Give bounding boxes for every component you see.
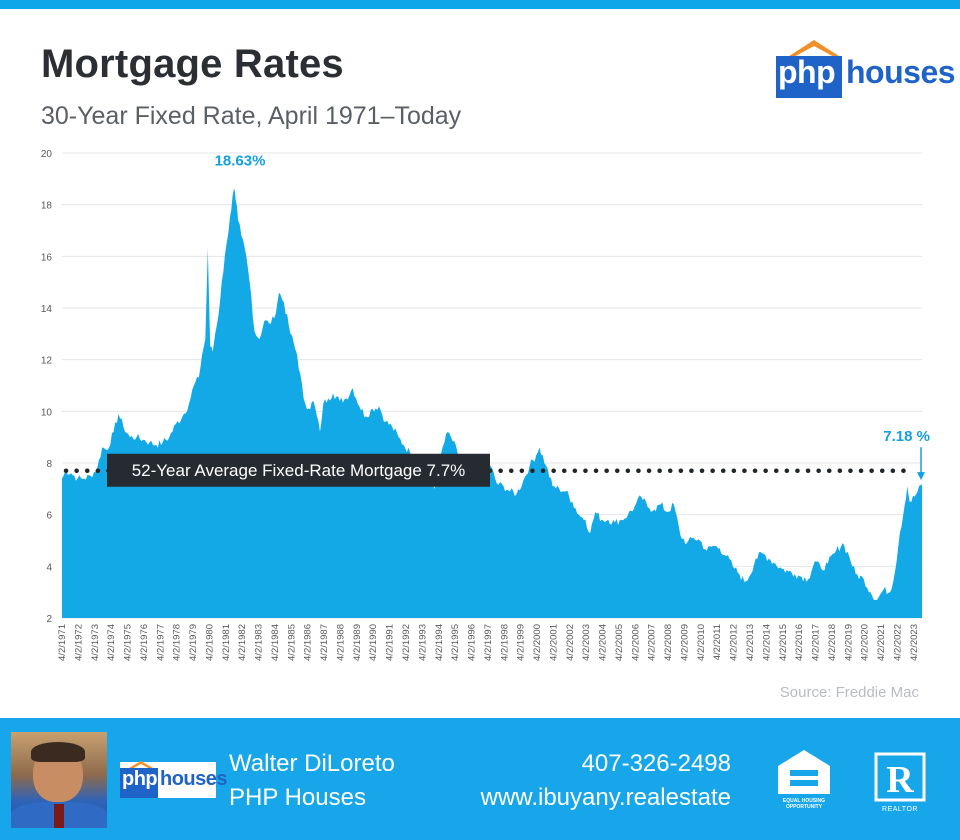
x-tick-label: 4/2/1993 xyxy=(417,624,428,661)
x-tick-label: 4/2/1974 xyxy=(106,624,117,661)
x-tick-label: 4/2/2019 xyxy=(843,624,854,661)
brand-php-box xyxy=(776,56,842,98)
footer-php-text: php xyxy=(122,768,158,790)
photo-tie xyxy=(54,804,64,828)
x-tick-label: 4/2/1995 xyxy=(450,624,461,661)
equal-housing-icon xyxy=(778,750,830,794)
y-tick-label: 2 xyxy=(46,614,52,625)
footer-bar: php houses Walter DiLoreto PHP Houses 40… xyxy=(0,718,960,840)
x-tick-label: 4/2/1999 xyxy=(516,624,527,661)
roof-icon xyxy=(786,40,842,58)
x-tick-label: 4/2/2006 xyxy=(630,624,641,661)
x-tick-label: 4/2/2004 xyxy=(598,624,609,661)
x-tick-label: 4/2/1998 xyxy=(499,624,510,661)
rate-area-series xyxy=(62,188,922,618)
x-tick-label: 4/2/2021 xyxy=(876,624,887,661)
footer-houses-text: houses xyxy=(160,768,228,790)
x-tick-label: 4/2/2014 xyxy=(761,624,772,661)
x-tick-label: 4/2/1984 xyxy=(270,624,281,661)
x-tick-label: 4/2/2009 xyxy=(679,624,690,661)
x-tick-label: 4/2/1991 xyxy=(385,624,396,661)
agent-name: Walter DiLoreto xyxy=(229,750,395,777)
x-tick-label: 4/2/2023 xyxy=(909,624,920,661)
x-tick-label: 4/2/1977 xyxy=(155,624,166,661)
x-tick-label: 4/2/1978 xyxy=(172,624,183,661)
y-tick-label: 14 xyxy=(41,304,53,315)
y-tick-label: 4 xyxy=(46,562,52,573)
y-tick-label: 18 xyxy=(41,201,53,212)
footer-php-box xyxy=(120,768,158,798)
y-tick-label: 8 xyxy=(46,459,52,470)
x-tick-label: 4/2/1996 xyxy=(467,624,478,661)
peak-annotation: 18.63% xyxy=(215,152,266,169)
x-tick-label: 4/2/1992 xyxy=(401,624,412,661)
mortgage-rate-chart: 2 4 6 8 10 12 14 16 18 20 4/2/1971 4/2/1972 4/2/1973… xyxy=(0,140,960,700)
photo-hair xyxy=(31,742,85,762)
x-tick-label: 4/2/2000 xyxy=(532,624,543,661)
agent-website-link[interactable]: www.ibuyany.realestate xyxy=(480,784,731,811)
page-subtitle: 30-Year Fixed Rate, April 1971–Today xyxy=(41,102,462,130)
current-arrow-head xyxy=(917,472,925,481)
x-tick-label: 4/2/2002 xyxy=(565,624,576,661)
svg-text:R: R xyxy=(886,759,914,801)
x-tick-label: 4/2/1975 xyxy=(123,624,134,661)
x-tick-label: 4/2/2017 xyxy=(811,624,822,661)
realtor-logo: R REALTOR xyxy=(874,752,926,814)
x-tick-label: 4/2/2011 xyxy=(712,624,723,660)
x-tick-label: 4/2/1994 xyxy=(434,624,445,661)
y-tick-label: 20 xyxy=(41,149,53,160)
realtor-caption: REALTOR xyxy=(882,806,918,813)
page-title: Mortgage Rates xyxy=(41,42,344,86)
agent-phone[interactable]: 407-326-2498 xyxy=(581,750,731,777)
footer-brand-logo: php houses xyxy=(120,761,228,798)
average-label: 52-Year Average Fixed-Rate Mortgage 7.7% xyxy=(132,461,466,480)
average-label-box xyxy=(107,453,490,487)
x-tick-label: 4/2/2012 xyxy=(729,624,740,661)
current-annotation: 7.18 % xyxy=(883,428,930,445)
source-note: Source: Freddie Mac xyxy=(779,684,919,701)
x-tick-label: 4/2/2020 xyxy=(860,624,871,661)
x-tick-label: 4/2/1973 xyxy=(90,624,101,661)
x-tick-label: 4/2/2016 xyxy=(794,624,805,661)
x-tick-label: 4/2/1985 xyxy=(286,624,297,661)
x-tick-label: 4/2/1979 xyxy=(188,624,199,661)
x-tick-label: 4/2/1981 xyxy=(221,624,232,661)
x-tick-label: 4/2/1997 xyxy=(483,624,494,661)
brand-php-text: php xyxy=(778,54,836,90)
x-tick-label: 4/2/1972 xyxy=(73,624,84,661)
y-tick-label: 10 xyxy=(41,407,53,418)
agent-photo xyxy=(11,732,107,828)
x-tick-label: 4/2/1990 xyxy=(368,624,379,661)
equal-housing-caption: EQUAL HOUSING OPPORTUNITY xyxy=(782,798,826,810)
y-tick-label: 16 xyxy=(41,252,53,263)
x-tick-label: 4/2/1986 xyxy=(303,624,314,661)
y-tick-label: 12 xyxy=(41,356,53,367)
x-tick-label: 4/2/2015 xyxy=(778,624,789,661)
agent-company: PHP Houses xyxy=(229,784,366,811)
x-tick-label: 4/2/1976 xyxy=(139,624,150,661)
x-tick-label: 4/2/2010 xyxy=(696,624,707,661)
x-tick-label: 4/2/2001 xyxy=(548,624,559,661)
x-tick-label: 4/2/2003 xyxy=(581,624,592,661)
x-tick-label: 4/2/2008 xyxy=(663,624,674,661)
x-tick-label: 4/2/2005 xyxy=(614,624,625,661)
x-tick-label: 4/2/2007 xyxy=(647,624,658,661)
x-tick-label: 4/2/2018 xyxy=(827,624,838,661)
x-tick-label: 4/2/1989 xyxy=(352,624,363,661)
x-tick-label: 4/2/1983 xyxy=(254,624,265,661)
x-tick-label: 4/2/1971 xyxy=(57,624,68,661)
x-tick-label: 4/2/1982 xyxy=(237,624,248,661)
top-accent-bar xyxy=(0,0,960,9)
equal-housing-logo: EQUAL HOUSING OPPORTUNITY xyxy=(774,748,834,814)
x-tick-label: 4/2/2013 xyxy=(745,624,756,661)
x-tick-label: 4/2/2022 xyxy=(892,624,903,661)
x-tick-label: 4/2/1988 xyxy=(335,624,346,661)
x-tick-label: 4/2/1980 xyxy=(204,624,215,661)
brand-houses-text: houses xyxy=(846,54,956,90)
brand-logo: php houses xyxy=(776,38,956,100)
realtor-icon: R xyxy=(874,752,926,802)
chart-svg: 2 4 6 8 10 12 14 16 18 20 4/2/1971 4/2/1972 4/2/1973… xyxy=(41,149,930,661)
x-tick-label: 4/2/1987 xyxy=(319,624,330,661)
y-tick-label: 6 xyxy=(46,511,52,522)
